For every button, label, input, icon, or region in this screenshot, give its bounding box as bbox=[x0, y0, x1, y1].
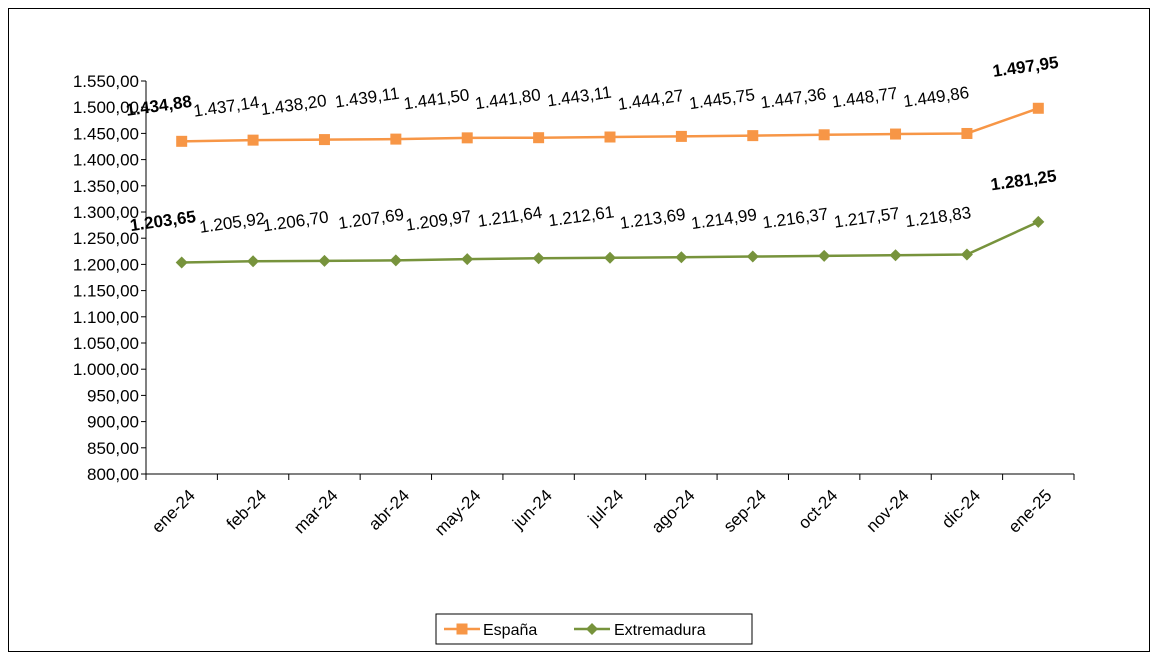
data-label: 1.216,37 bbox=[761, 204, 829, 232]
data-point bbox=[318, 254, 331, 267]
data-point bbox=[604, 251, 616, 264]
data-point bbox=[961, 127, 973, 139]
y-tick-label: 1.300,00 bbox=[73, 203, 139, 222]
data-label: 1.213,69 bbox=[619, 205, 687, 233]
x-tick-label: jul-24 bbox=[584, 486, 628, 530]
data-label: 1.439,11 bbox=[334, 84, 401, 112]
data-point bbox=[604, 131, 616, 143]
chart-frame bbox=[8, 8, 1150, 652]
y-tick-label: 1.050,00 bbox=[73, 334, 139, 353]
data-point bbox=[818, 129, 830, 141]
data-point bbox=[318, 134, 330, 146]
x-tick-label: ene-25 bbox=[1005, 486, 1056, 537]
data-label: 1.445,75 bbox=[688, 85, 756, 113]
data-point bbox=[461, 253, 474, 266]
data-point bbox=[675, 251, 688, 264]
x-tick-label: ago-24 bbox=[648, 486, 699, 537]
data-point bbox=[390, 133, 402, 145]
data-label: 1.206,70 bbox=[262, 207, 330, 235]
data-point bbox=[675, 130, 687, 142]
legend-marker bbox=[586, 623, 598, 635]
data-label: 1.212,61 bbox=[547, 202, 615, 230]
data-label: 1.437,14 bbox=[192, 93, 260, 121]
data-point bbox=[1032, 102, 1044, 114]
data-point bbox=[247, 134, 259, 146]
data-label: 1.441,80 bbox=[474, 85, 542, 113]
data-label: 1.443,11 bbox=[546, 83, 613, 111]
data-point bbox=[818, 249, 831, 262]
data-point bbox=[533, 132, 545, 144]
data-point bbox=[176, 135, 188, 147]
legend-marker bbox=[456, 623, 468, 635]
data-point bbox=[889, 249, 902, 262]
data-label: 1.217,57 bbox=[833, 204, 901, 232]
y-tick-label: 1.150,00 bbox=[73, 282, 139, 301]
y-tick-label: 1.000,00 bbox=[73, 360, 139, 379]
x-tick-label: mar-24 bbox=[290, 486, 342, 538]
y-tick-label: 950,00 bbox=[87, 386, 139, 405]
y-tick-label: 1.250,00 bbox=[73, 229, 139, 248]
data-label: 1.209,97 bbox=[404, 207, 472, 235]
data-point bbox=[890, 128, 902, 140]
x-tick-label: abr-24 bbox=[365, 486, 413, 534]
data-label: 1.211,64 bbox=[476, 203, 543, 231]
x-tick-label: may-24 bbox=[431, 486, 485, 540]
data-label: 1.434,88 bbox=[125, 92, 193, 120]
y-tick-label: 1.100,00 bbox=[73, 308, 139, 327]
data-point bbox=[746, 250, 759, 263]
x-tick-label: oct-24 bbox=[795, 486, 842, 533]
data-label: 1.447,36 bbox=[759, 84, 827, 112]
y-tick-label: 1.550,00 bbox=[73, 72, 139, 91]
data-point bbox=[747, 130, 759, 142]
x-tick-label: jun-24 bbox=[508, 486, 556, 534]
data-label: 1.281,25 bbox=[989, 166, 1057, 194]
y-tick-label: 1.450,00 bbox=[73, 124, 139, 143]
y-tick-label: 850,00 bbox=[87, 439, 139, 458]
data-point bbox=[247, 255, 260, 268]
data-point bbox=[461, 132, 473, 144]
data-label: 1.497,95 bbox=[991, 53, 1059, 81]
y-tick-label: 1.400,00 bbox=[73, 151, 139, 170]
data-label: 1.205,92 bbox=[198, 209, 266, 237]
data-point bbox=[960, 248, 973, 261]
data-label: 1.448,77 bbox=[831, 84, 899, 112]
data-label: 1.444,27 bbox=[617, 86, 685, 114]
data-point bbox=[175, 256, 188, 269]
y-tick-label: 900,00 bbox=[87, 413, 139, 432]
data-point bbox=[532, 252, 545, 265]
data-point bbox=[389, 254, 402, 267]
x-tick-label: sep-24 bbox=[720, 486, 770, 536]
data-label: 1.203,65 bbox=[129, 207, 197, 235]
data-label: 1.449,86 bbox=[902, 83, 970, 111]
legend-label: España bbox=[483, 622, 537, 639]
y-tick-label: 800,00 bbox=[87, 465, 139, 484]
x-tick-label: nov-24 bbox=[863, 486, 913, 536]
data-label: 1.441,50 bbox=[402, 85, 470, 113]
data-label: 1.438,20 bbox=[260, 91, 328, 119]
x-tick-label: feb-24 bbox=[223, 486, 271, 534]
legend-label: Extremadura bbox=[614, 622, 706, 639]
data-label: 1.214,99 bbox=[690, 205, 758, 233]
data-point bbox=[1032, 215, 1045, 228]
x-tick-label: dic-24 bbox=[938, 486, 984, 532]
y-tick-label: 1.200,00 bbox=[73, 255, 139, 274]
y-tick-label: 1.350,00 bbox=[73, 177, 139, 196]
y-tick-label: 1.500,00 bbox=[73, 98, 139, 117]
data-label: 1.207,69 bbox=[337, 205, 405, 233]
data-label: 1.218,83 bbox=[904, 203, 972, 231]
x-tick-label: ene-24 bbox=[148, 486, 199, 537]
